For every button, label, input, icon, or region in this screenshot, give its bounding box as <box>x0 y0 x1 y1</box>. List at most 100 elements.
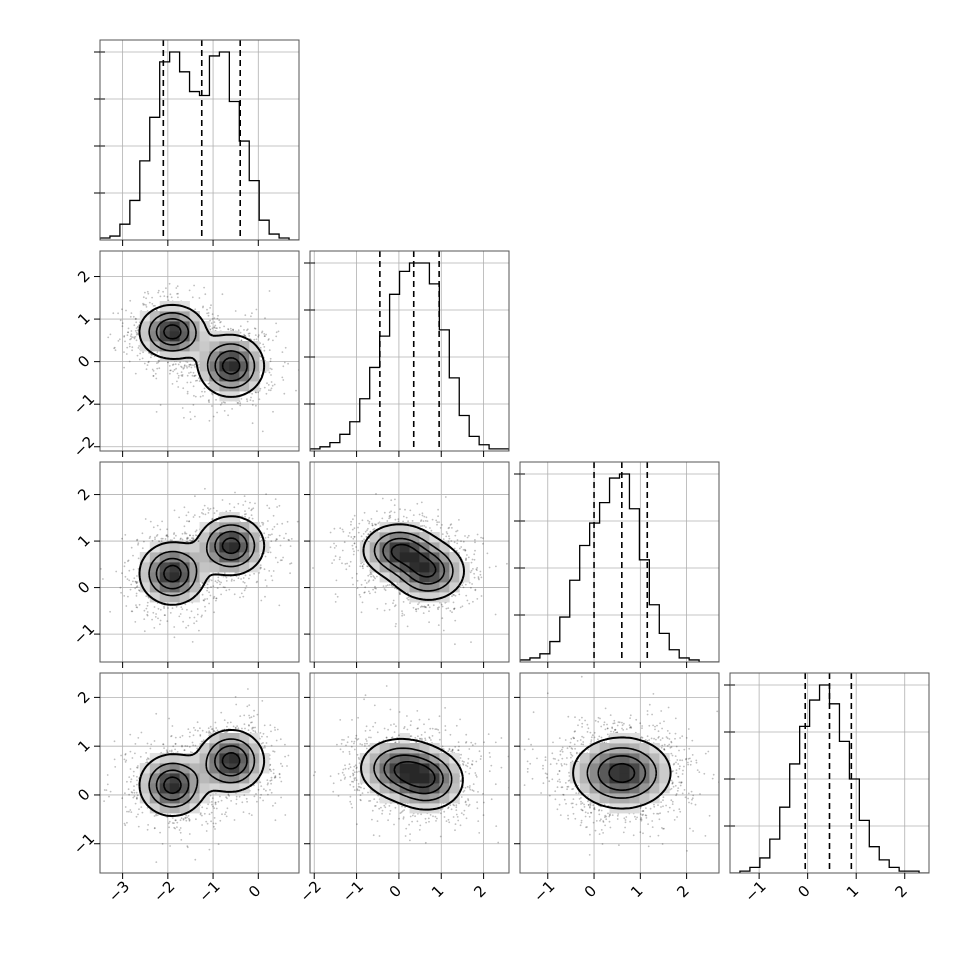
scatter-point <box>131 336 134 339</box>
scatter-point <box>270 374 272 376</box>
scatter-point <box>430 529 433 532</box>
scatter-point <box>255 404 257 407</box>
scatter-point <box>371 809 374 812</box>
density-cell <box>219 532 230 543</box>
density-cell <box>359 542 371 553</box>
scatter-point <box>148 537 151 539</box>
scatter-point <box>348 753 351 755</box>
pair-content <box>520 673 719 873</box>
scatter-point <box>163 605 165 608</box>
scatter-point <box>133 795 136 798</box>
scatter-point <box>353 779 356 781</box>
scatter-point <box>223 410 226 412</box>
scatter-point <box>244 334 246 337</box>
density-cell <box>149 552 161 563</box>
scatter-point <box>435 820 437 822</box>
density-cell <box>189 311 200 322</box>
density-cell <box>419 743 430 754</box>
scatter-point <box>362 563 365 566</box>
scatter-point <box>380 806 382 809</box>
scatter-point <box>438 521 440 523</box>
scatter-point <box>389 514 392 517</box>
scatter-point <box>404 835 407 837</box>
scatter-point <box>123 595 126 597</box>
scatter-point <box>447 807 449 810</box>
scatter-point <box>259 525 262 527</box>
scatter-point <box>214 801 217 804</box>
scatter-point <box>436 521 439 524</box>
scatter-point <box>131 757 134 759</box>
scatter-point <box>129 588 132 591</box>
scatter-point <box>118 338 121 341</box>
scatter-point <box>164 614 166 617</box>
scatter-point <box>227 328 230 330</box>
scatter-point <box>353 535 356 538</box>
scatter-point <box>262 732 265 735</box>
contour-line <box>148 738 256 808</box>
scatter-point <box>177 377 180 379</box>
scatter-point <box>176 380 178 383</box>
density-cell <box>369 753 380 764</box>
scatter-point <box>244 500 247 503</box>
scatter-point <box>408 823 410 826</box>
scatter-point <box>411 814 414 817</box>
scatter-point <box>269 551 272 554</box>
scatter-point <box>204 598 206 600</box>
scatter-point <box>347 767 350 770</box>
scatter-point <box>97 778 99 780</box>
scatter-point <box>236 725 239 727</box>
density-cell <box>249 381 260 392</box>
scatter-point <box>167 607 169 609</box>
scatter-point <box>213 321 216 323</box>
scatter-point <box>251 392 254 395</box>
scatter-point <box>450 523 453 525</box>
scatter-point <box>257 335 260 338</box>
scatter-point <box>171 607 174 610</box>
scatter-point <box>444 725 447 727</box>
scatter-point <box>109 333 112 336</box>
density-cell <box>239 552 250 563</box>
scatter-point <box>196 608 199 610</box>
scatter-point <box>459 780 462 783</box>
scatter-point <box>157 291 160 294</box>
scatter-point <box>181 532 184 535</box>
scatter-point <box>201 512 203 514</box>
density-cell <box>399 753 410 764</box>
density-cell <box>219 331 230 342</box>
scatter-point <box>242 595 245 598</box>
scatter-point <box>137 737 140 739</box>
scatter-point <box>356 771 358 773</box>
density-cell <box>209 763 220 774</box>
scatter-point <box>253 795 256 798</box>
scatter-point <box>202 508 205 511</box>
scatter-point <box>344 764 346 767</box>
scatter-point <box>420 813 422 816</box>
density-cell <box>229 361 240 372</box>
scatter-point <box>136 332 139 335</box>
scatter-point <box>242 581 245 583</box>
scatter-point <box>189 411 192 413</box>
scatter-point <box>188 372 190 374</box>
scatter-point <box>135 581 138 584</box>
scatter-point <box>390 724 392 726</box>
scatter-point <box>272 339 274 342</box>
scatter-point <box>197 539 200 542</box>
scatter-point <box>376 607 379 610</box>
scatter-point <box>444 707 446 709</box>
scatter-point <box>206 312 209 315</box>
density-cell <box>229 552 240 563</box>
scatter-point <box>279 738 282 741</box>
scatter-point <box>183 525 186 528</box>
density-cell <box>199 532 210 543</box>
scatter-point <box>234 727 237 730</box>
scatter-point <box>154 304 156 307</box>
scatter-point <box>248 507 250 510</box>
density-cell <box>169 592 181 603</box>
scatter-point <box>220 402 223 404</box>
scatter-point <box>262 742 264 744</box>
scatter-point <box>243 794 246 796</box>
scatter-point <box>175 605 178 608</box>
pair-content <box>97 673 299 873</box>
scatter-point <box>124 806 127 808</box>
scatter-point <box>356 789 359 792</box>
